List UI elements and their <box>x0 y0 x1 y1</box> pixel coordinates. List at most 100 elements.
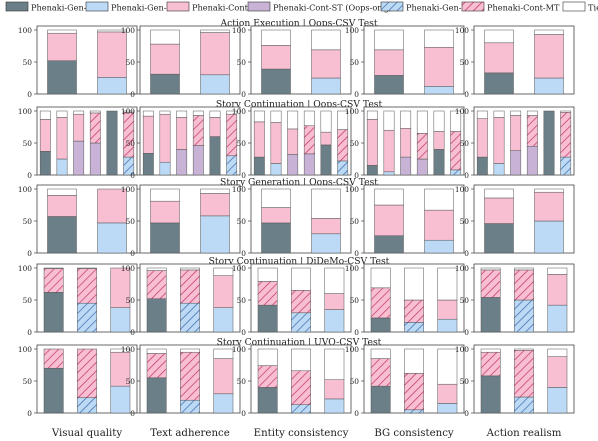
bar-segment-compare <box>374 204 404 236</box>
stacked-bar <box>493 110 505 176</box>
y-tick-label: 100 <box>232 26 246 35</box>
bar-segment-base <box>370 385 391 414</box>
chart-row: Story Continuation | UVO-CSV Test0501000… <box>18 337 575 418</box>
bar-segment-base <box>450 169 462 176</box>
bar-segment-tie <box>416 110 428 134</box>
stacked-bar <box>123 110 135 176</box>
stacked-bar <box>383 110 395 176</box>
bar-segment-compare <box>180 269 200 304</box>
stacked-bar <box>534 29 564 95</box>
y-tick-label: 50 <box>237 139 247 148</box>
y-tick-label: 0 <box>27 90 32 99</box>
y-tick-label: 0 <box>354 409 359 418</box>
bar-segment-compare <box>146 353 167 379</box>
chart-row: Story Generation | Oops-CSV Test 0 50 100 0 5… <box>18 177 575 258</box>
stacked-bar <box>97 188 127 254</box>
y-tick-label: 50 <box>126 217 136 226</box>
facet-panel: 0 50 100 <box>345 344 465 418</box>
bar-segment-tie <box>261 29 291 46</box>
bar-segment-base <box>200 74 230 95</box>
chart-title: Action Execution | Oops-CSV Test <box>219 18 377 29</box>
y-tick-label: 0 <box>241 171 246 180</box>
stacked-bar <box>291 348 311 414</box>
facet-panel: 0 50 100 <box>18 25 138 99</box>
bar-segment-base <box>77 397 97 414</box>
stacked-bar <box>77 267 97 333</box>
legend-label: Phenaki-Cont-ST (Oops-orig) <box>273 3 392 13</box>
bar-segment-compare <box>480 351 501 377</box>
stacked-bar <box>370 267 391 333</box>
bar-segment-compare <box>123 112 135 158</box>
bar-segment-base <box>547 387 568 414</box>
bar-segment-base <box>180 302 200 333</box>
y-tick-label: 50 <box>23 139 33 148</box>
bar-segment-tie <box>291 267 311 291</box>
bar-segment-base <box>146 298 167 333</box>
stacked-bar <box>142 110 154 176</box>
bar-segment-tie <box>200 188 230 194</box>
stacked-bar <box>404 267 424 333</box>
bar-segment-base <box>366 165 378 176</box>
facet-panel: 0 50 100 <box>455 25 575 99</box>
bar-segment-base <box>437 318 458 333</box>
y-tick-label: 100 <box>18 26 32 35</box>
stacked-bar <box>366 110 378 176</box>
bar-segment-compare <box>383 129 395 173</box>
y-tick-label: 50 <box>460 217 470 226</box>
facet-panel: 0 50 100 <box>232 106 352 180</box>
y-tick-label: 100 <box>345 345 359 354</box>
bar-segment-base <box>370 317 391 333</box>
stacked-bar <box>404 348 424 414</box>
bar-segment-base <box>159 161 171 176</box>
legend-swatch <box>461 1 485 12</box>
axes-frame <box>36 106 138 176</box>
bar-segment-tie <box>374 29 404 51</box>
stacked-bar <box>374 29 404 95</box>
bar-segment-tie <box>514 348 534 351</box>
bar-segment-base <box>73 140 85 176</box>
bar-segment-base <box>324 309 345 333</box>
y-tick-label: 100 <box>18 107 32 116</box>
chart-row: Story Continuation | Oops-CSV Test 0 50 100… <box>18 99 575 180</box>
y-tick-label: 0 <box>241 249 246 258</box>
stacked-bar <box>200 29 230 95</box>
bar-segment-compare <box>146 270 167 299</box>
stacked-bar <box>106 110 118 176</box>
bar-segment-tie <box>424 188 454 211</box>
bar-segment-base <box>261 68 291 95</box>
bar-segment-compare <box>404 373 424 411</box>
bar-segment-compare <box>142 115 154 154</box>
y-tick-label: 50 <box>350 139 360 148</box>
bar-segment-compare <box>192 115 204 146</box>
bar-segment-tie <box>142 110 154 117</box>
bar-segment-base <box>404 409 424 414</box>
bar-segment-base <box>424 239 454 254</box>
legend-label: Phenaki-Cont-ST <box>192 3 262 13</box>
bar-segment-base <box>476 156 488 176</box>
bar-segment-compare <box>493 117 505 164</box>
bar-segment-base <box>543 110 555 176</box>
bar-segment-base <box>311 233 341 254</box>
column-labels: Visual quality Text adherence Entity consi… <box>51 428 562 439</box>
chart-title: Story Generation | Oops-CSV Test <box>220 177 378 188</box>
bar-segment-compare <box>213 358 234 395</box>
bar-segment-compare <box>89 112 101 144</box>
bar-segment-compare <box>270 122 282 164</box>
bar-segment-compare <box>213 275 234 308</box>
bar-segment-base <box>400 156 412 176</box>
bar-segment-compare <box>97 31 127 78</box>
y-tick-label: 100 <box>18 264 32 273</box>
bar-segment-tie <box>150 188 180 202</box>
stacked-bar <box>291 267 311 333</box>
bar-segment-tie <box>257 267 278 282</box>
stacked-bar <box>480 267 501 333</box>
y-tick-label: 50 <box>23 58 33 67</box>
bar-segment-tie <box>370 267 391 289</box>
bar-segment-compare <box>311 49 341 79</box>
legend-label: Phenaki-Gen-ST <box>111 3 178 13</box>
y-tick-label: 0 <box>130 249 135 258</box>
legend-swatch <box>85 1 109 12</box>
facet-panel: 0 50 100 <box>345 25 465 99</box>
stacked-bar <box>43 348 64 414</box>
